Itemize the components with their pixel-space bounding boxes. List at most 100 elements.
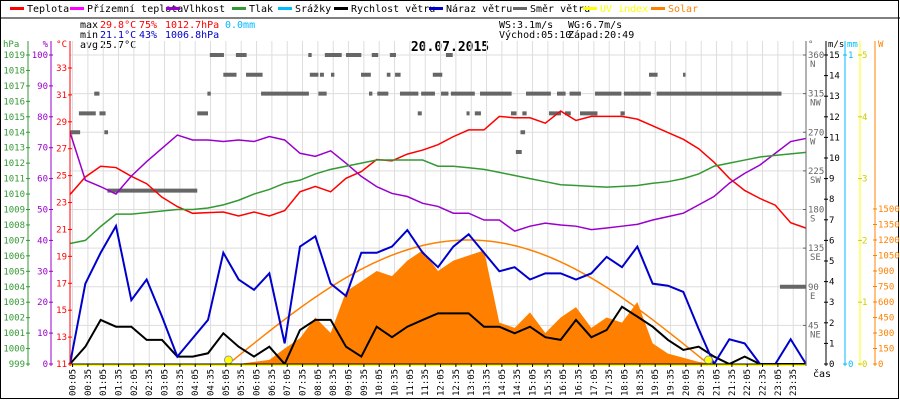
x-tick-label: 06:35 <box>268 369 278 396</box>
x-tick-label: 09:35 <box>360 369 370 396</box>
wind-direction-mark <box>466 111 470 116</box>
wind-direction-mark <box>564 111 571 116</box>
legend-label: Srážky <box>295 3 331 15</box>
wind-direction-mark <box>417 111 422 116</box>
solar-tick-label: 450 <box>878 314 894 324</box>
series-náraz-větru <box>69 223 807 367</box>
wind-direction-mark <box>330 72 335 77</box>
wind-direction-mark <box>399 91 419 96</box>
legend-label: Náraz větru <box>446 3 512 15</box>
x-tick-label: 03:35 <box>176 369 186 396</box>
wind-direction-mark <box>656 91 782 96</box>
x-tick-label: 05:05 <box>222 369 232 396</box>
direction-tick-label: 360 <box>808 51 824 61</box>
stats-sunset: Západ:20:49 <box>568 29 634 41</box>
humidity-unit: % <box>43 40 49 50</box>
stats-wind-gust: WG:6.7m/s <box>568 20 622 31</box>
x-tick-label: 21:35 <box>728 369 738 396</box>
wind-direction-mark <box>197 111 208 116</box>
x-tick-label: 13:35 <box>483 369 493 396</box>
x-tick-label: 22:35 <box>759 369 769 396</box>
stats-max-humidity: 75% <box>139 20 157 31</box>
direction-tick-cardinal: NW <box>810 99 821 109</box>
pressure-tick-label: 1007 <box>3 236 25 246</box>
temperature-tick-label: 33 <box>56 64 67 74</box>
pressure-tick-label: 1004 <box>3 283 25 293</box>
wind-tick-label: 0 <box>829 360 834 370</box>
x-tick-label: 22:05 <box>743 369 753 396</box>
x-tick-label: 21:05 <box>713 369 723 396</box>
wind-tick-label: 4 <box>829 278 834 288</box>
wind-direction-mark <box>549 111 561 116</box>
wind-direction-mark <box>104 130 109 135</box>
legend-swatch-7 <box>513 7 527 10</box>
x-tick-label: 02:35 <box>145 369 155 396</box>
wind-direction-mark <box>318 91 327 96</box>
wind-direction-mark <box>99 111 106 116</box>
chart-title: 20.07.2015 <box>411 40 489 55</box>
wind-direction-mark <box>432 72 443 77</box>
legend-label: Rychlost větru <box>351 3 435 15</box>
wind-direction-mark <box>480 91 512 96</box>
x-tick-label: 20:35 <box>697 369 707 396</box>
uv-tick-label: 3 <box>862 175 867 185</box>
direction-tick-label: 180 <box>808 206 824 216</box>
legend-label: Přízemní teplota <box>87 3 183 15</box>
humidity-tick-label: 70 <box>37 144 48 154</box>
wind-tick-label: 10 <box>829 154 840 164</box>
series-teplota <box>69 110 807 229</box>
pressure-tick-label: 1010 <box>3 190 25 200</box>
x-tick-label: 18:05 <box>621 369 631 396</box>
humidity-tick-label: 20 <box>37 298 48 308</box>
x-tick-label: 11:35 <box>421 369 431 396</box>
pressure-tick-label: 1000 <box>3 345 25 355</box>
temperature-tick-label: 19 <box>56 252 67 262</box>
pressure-tick-label: 1009 <box>3 206 25 216</box>
wind-tick-label: 2 <box>829 319 834 329</box>
x-tick-label: 14:05 <box>498 369 508 396</box>
wind-tick-label: 14 <box>829 72 840 82</box>
wind-direction-mark <box>246 72 263 77</box>
sunrise-marker <box>223 355 233 365</box>
temperature-unit: °C <box>56 40 67 50</box>
uv-tick-label: 0 <box>862 360 867 370</box>
stats-max-pressure: 1012.7hPa <box>165 20 219 31</box>
wind-direction-mark <box>441 91 449 96</box>
solar-tick-label: 150 <box>878 345 894 355</box>
x-tick-label: 02:05 <box>130 369 140 396</box>
x-tick-label: 12:35 <box>452 369 462 396</box>
x-tick-label: 17:05 <box>590 369 600 396</box>
x-tick-label: 17:35 <box>605 369 615 396</box>
wind-unit: m/s <box>828 40 844 50</box>
stats-sunrise: Východ:05:10 <box>499 29 571 41</box>
x-tick-label: 08:05 <box>314 369 324 396</box>
wind-direction-mark <box>779 284 806 289</box>
solar-tick-label: 750 <box>878 283 894 293</box>
x-tick-label: 19:05 <box>651 369 661 396</box>
stats-min-humidity: 43% <box>139 30 157 41</box>
series-tlak <box>69 151 807 245</box>
x-tick-label: 03:05 <box>161 369 171 396</box>
x-tick-label: 10:35 <box>391 369 401 396</box>
wind-direction-mark <box>623 91 651 96</box>
x-tick-label: 04:05 <box>191 369 201 396</box>
direction-tick-cardinal: W <box>810 137 816 147</box>
x-tick-label: 01:35 <box>115 369 125 396</box>
wind-tick-label: 5 <box>829 257 834 267</box>
legend-swatch-0 <box>10 7 24 10</box>
legend-swatch-4 <box>278 7 292 10</box>
solar-tick-label: 0 <box>878 360 883 370</box>
stats-max-rain: 0.0mm <box>225 20 255 31</box>
legend-swatch-6 <box>429 7 443 10</box>
legend: Teplota Přízemní teplota Vlhkost Tlak Srážky… <box>10 3 698 15</box>
x-tick-label: 01:05 <box>99 369 109 396</box>
direction-tick-cardinal: NE <box>810 330 821 340</box>
sunset-marker <box>703 355 713 365</box>
wind-direction-mark <box>261 91 309 96</box>
wind-direction-mark <box>223 72 237 77</box>
legend-swatch-1 <box>70 7 84 10</box>
legend-label: Solar <box>668 4 698 15</box>
wind-direction-mark <box>515 149 522 154</box>
humidity-tick-label: 80 <box>37 113 48 123</box>
